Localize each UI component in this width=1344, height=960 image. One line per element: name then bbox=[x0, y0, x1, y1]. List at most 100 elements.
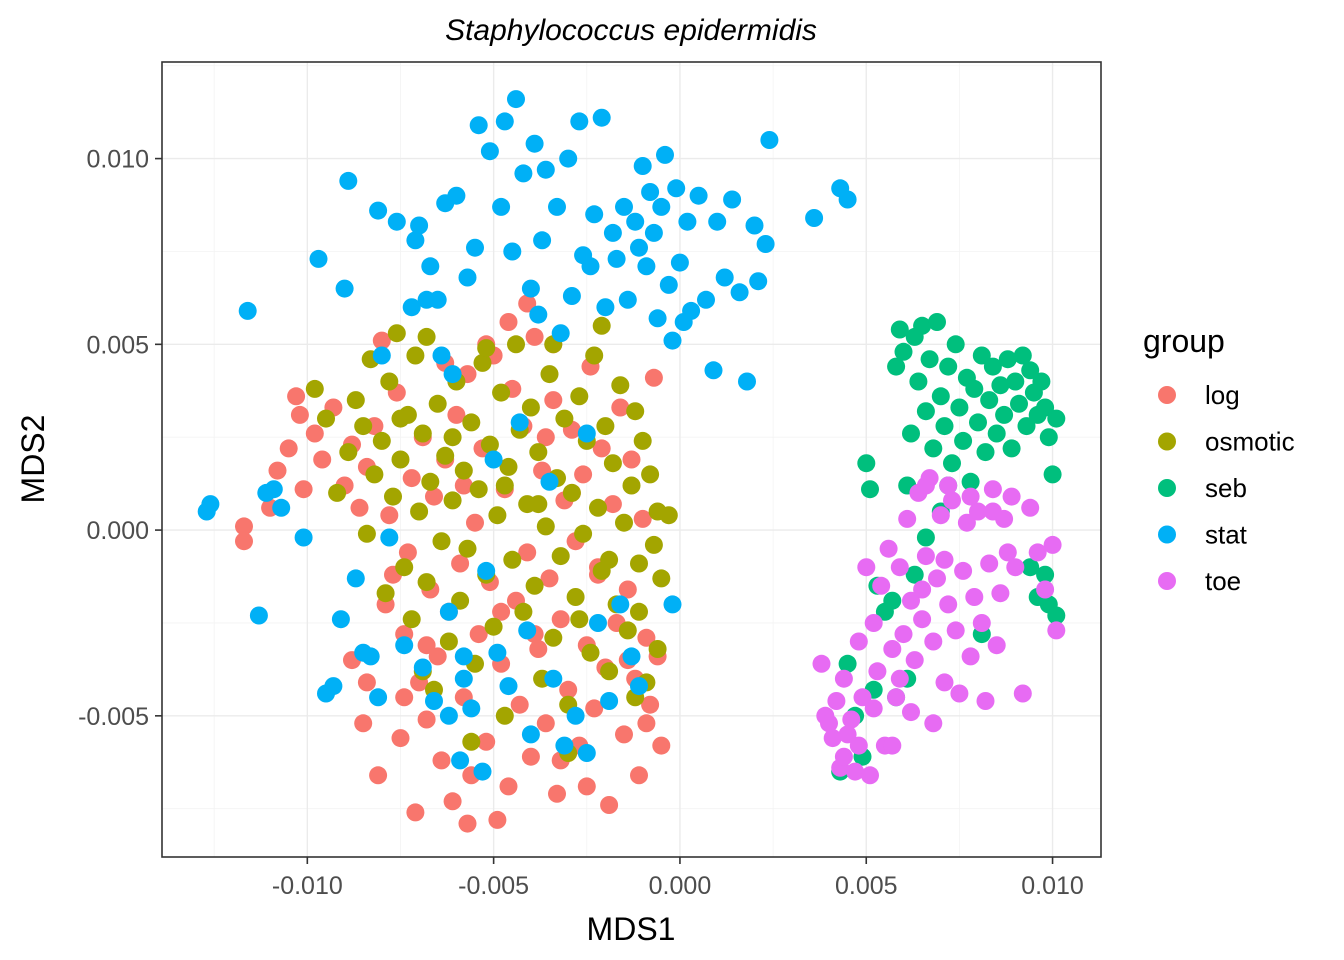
point-toe bbox=[905, 651, 924, 670]
point-toe bbox=[890, 669, 909, 688]
point-osmotic bbox=[581, 643, 600, 662]
point-osmotic bbox=[615, 513, 633, 532]
point-log bbox=[395, 688, 414, 707]
point-osmotic bbox=[603, 454, 622, 473]
point-toe bbox=[969, 502, 987, 521]
point-seb bbox=[924, 439, 943, 458]
point-stat bbox=[682, 301, 701, 320]
x-tick-label: 0.005 bbox=[835, 872, 898, 900]
point-stat bbox=[238, 301, 257, 320]
point-osmotic bbox=[402, 610, 421, 629]
point-seb bbox=[976, 443, 995, 462]
point-stat bbox=[544, 669, 563, 688]
legend-entry-seb: seb bbox=[1158, 473, 1247, 503]
point-stat bbox=[469, 116, 488, 135]
y-tick-label: 0.000 bbox=[86, 517, 149, 545]
legend-key-toe bbox=[1158, 572, 1176, 590]
point-seb bbox=[943, 454, 961, 473]
point-osmotic bbox=[488, 506, 507, 525]
point-seb bbox=[950, 398, 969, 417]
point-stat bbox=[428, 290, 447, 309]
point-log bbox=[428, 647, 447, 666]
point-seb bbox=[916, 402, 935, 421]
point-log bbox=[235, 517, 253, 536]
point-osmotic bbox=[357, 524, 376, 543]
point-seb bbox=[935, 417, 954, 436]
point-log bbox=[603, 495, 622, 514]
point-stat bbox=[756, 235, 775, 253]
point-log bbox=[521, 747, 540, 766]
point-osmotic bbox=[648, 640, 667, 658]
point-log bbox=[540, 569, 559, 588]
point-toe bbox=[849, 632, 868, 651]
point-stat bbox=[689, 186, 708, 205]
point-stat bbox=[369, 201, 388, 220]
point-osmotic bbox=[495, 706, 514, 725]
point-osmotic bbox=[354, 417, 373, 436]
point-toe bbox=[827, 692, 846, 710]
point-stat bbox=[611, 595, 630, 614]
point-stat bbox=[615, 197, 633, 216]
point-toe bbox=[991, 584, 1010, 603]
legend-entry-osmotic: osmotic bbox=[1158, 427, 1295, 457]
point-seb bbox=[965, 379, 984, 398]
point-stat bbox=[562, 287, 581, 305]
point-log bbox=[294, 480, 313, 499]
x-tick-label: 0.000 bbox=[649, 872, 712, 900]
point-toe bbox=[872, 576, 891, 595]
point-toe bbox=[976, 692, 995, 710]
point-stat bbox=[510, 413, 529, 432]
point-toe bbox=[902, 591, 920, 610]
point-osmotic bbox=[328, 483, 347, 502]
point-seb bbox=[894, 342, 913, 361]
point-log bbox=[518, 543, 537, 562]
point-toe bbox=[849, 736, 868, 755]
point-log bbox=[499, 777, 518, 796]
y-tick-label: 0.005 bbox=[86, 331, 149, 359]
point-stat bbox=[805, 209, 824, 227]
point-osmotic bbox=[555, 409, 574, 428]
point-stat bbox=[577, 744, 596, 762]
point-toe bbox=[864, 699, 883, 718]
point-toe bbox=[898, 509, 917, 528]
point-toe bbox=[834, 669, 853, 688]
point-log bbox=[492, 602, 511, 621]
point-log bbox=[630, 766, 648, 785]
point-stat bbox=[738, 372, 756, 391]
point-toe bbox=[916, 547, 935, 566]
point-log bbox=[391, 729, 410, 748]
point-log bbox=[585, 699, 604, 718]
point-stat bbox=[432, 346, 451, 365]
point-stat bbox=[331, 610, 350, 629]
point-seb bbox=[890, 320, 909, 339]
point-osmotic bbox=[454, 461, 473, 480]
point-stat bbox=[380, 528, 399, 547]
point-toe bbox=[983, 480, 1002, 499]
point-toe bbox=[957, 513, 976, 532]
point-toe bbox=[946, 621, 965, 640]
point-seb bbox=[838, 654, 857, 673]
legend-key-osmotic bbox=[1158, 432, 1176, 451]
point-osmotic bbox=[477, 339, 496, 358]
point-log bbox=[279, 439, 298, 458]
point-toe bbox=[1028, 543, 1047, 562]
point-stat bbox=[559, 149, 578, 168]
point-osmotic bbox=[652, 569, 671, 588]
point-seb bbox=[1021, 361, 1040, 380]
legend-label-toe: toe bbox=[1205, 566, 1241, 596]
point-stat bbox=[667, 179, 686, 198]
point-stat bbox=[369, 688, 388, 707]
point-seb bbox=[1013, 346, 1032, 365]
x-axis: -0.010 -0.005 0.000 0.005 0.010 bbox=[272, 857, 1084, 900]
point-seb bbox=[1047, 606, 1066, 625]
point-log bbox=[551, 610, 570, 629]
point-osmotic bbox=[600, 662, 619, 681]
point-stat bbox=[503, 242, 522, 261]
point-osmotic bbox=[644, 535, 663, 554]
point-log bbox=[600, 796, 619, 814]
point-stat bbox=[473, 762, 492, 781]
point-toe bbox=[887, 688, 906, 707]
point-stat bbox=[644, 223, 663, 242]
point-log bbox=[536, 428, 555, 447]
point-seb bbox=[909, 372, 928, 391]
